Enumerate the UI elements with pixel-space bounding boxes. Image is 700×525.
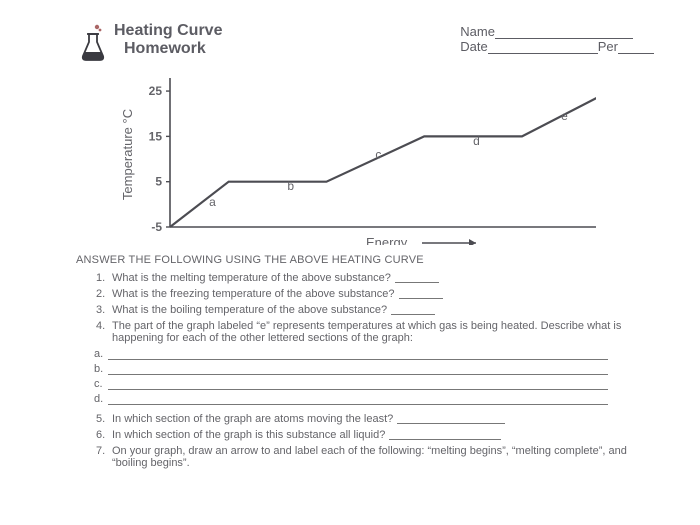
svg-text:d: d [473,134,480,148]
question-text: On your graph, draw an arrow to and labe… [112,445,632,469]
question-list-1: 1.What is the melting temperature of the… [96,272,654,344]
sub-blank[interactable] [108,364,608,375]
sub-answers: a. b. c. d. [86,348,654,405]
svg-text:Energy: Energy [366,235,408,245]
question: 6.In which section of the graph is this … [96,429,654,441]
question-text: What is the boiling temperature of the a… [112,304,387,316]
title-block: Heating Curve Homework [114,22,222,58]
instruction-text: ANSWER THE FOLLOWING USING THE ABOVE HEA… [76,254,654,266]
sub-letter: c. [94,378,108,390]
sub-answer: a. [94,348,654,360]
question-number: 6. [96,429,112,441]
question-number: 5. [96,413,112,425]
answer-blank[interactable] [389,429,501,440]
sub-blank[interactable] [108,394,608,405]
question: 7.On your graph, draw an arrow to and la… [96,445,654,469]
sub-letter: b. [94,363,108,375]
question-text: What is the melting temperature of the a… [112,272,391,284]
svg-text:15: 15 [149,129,163,143]
svg-text:5: 5 [155,175,162,189]
question-text: What is the freezing temperature of the … [112,288,395,300]
svg-text:25: 25 [149,84,163,98]
sub-answer: d. [94,393,654,405]
date-blank[interactable] [488,40,598,54]
sub-blank[interactable] [108,379,608,390]
question: 2.What is the freezing temperature of th… [96,288,654,300]
heating-curve-chart: -5 5 15 25 a b c d e Temperature °C Energy [116,70,654,248]
sub-letter: d. [94,393,108,405]
name-label: Name [460,24,495,39]
chart-svg: -5 5 15 25 a b c d e Temperature °C Energy [116,70,596,245]
date-label: Date [460,39,487,54]
question-text: In which section of the graph are atoms … [112,413,393,425]
flask-icon [76,22,108,62]
answer-blank[interactable] [399,288,443,299]
sub-answer: c. [94,378,654,390]
question: 4.The part of the graph labeled “e” repr… [96,320,654,344]
question-number: 7. [96,445,112,469]
svg-text:Temperature °C: Temperature °C [120,109,135,200]
question: 5.In which section of the graph are atom… [96,413,654,425]
question-number: 4. [96,320,112,344]
svg-text:a: a [209,195,216,209]
per-blank[interactable] [618,40,654,54]
question: 3.What is the boiling temperature of the… [96,304,654,316]
worksheet-page: Heating Curve Homework Name Date Per -5 5… [0,0,700,525]
question: 1.What is the melting temperature of the… [96,272,654,284]
svg-text:c: c [375,148,381,162]
answer-blank[interactable] [395,272,439,283]
answer-blank[interactable] [397,413,505,424]
per-label: Per [598,39,618,54]
question-list-2: 5.In which section of the graph are atom… [96,413,654,469]
title-line-2: Homework [124,40,222,58]
svg-text:-5: -5 [151,220,162,234]
sub-answer: b. [94,363,654,375]
question-text: In which section of the graph is this su… [112,429,385,441]
title-line-1: Heating Curve [114,22,222,40]
svg-text:e: e [561,109,568,123]
question-text: The part of the graph labeled “e” repres… [112,320,632,344]
question-number: 3. [96,304,112,316]
svg-text:b: b [287,179,294,193]
sub-letter: a. [94,348,108,360]
question-number: 1. [96,272,112,284]
sub-blank[interactable] [108,349,608,360]
name-blank[interactable] [495,25,633,39]
answer-blank[interactable] [391,304,435,315]
student-fields: Name Date Per [460,22,654,54]
question-number: 2. [96,288,112,300]
header: Heating Curve Homework Name Date Per [76,22,654,62]
